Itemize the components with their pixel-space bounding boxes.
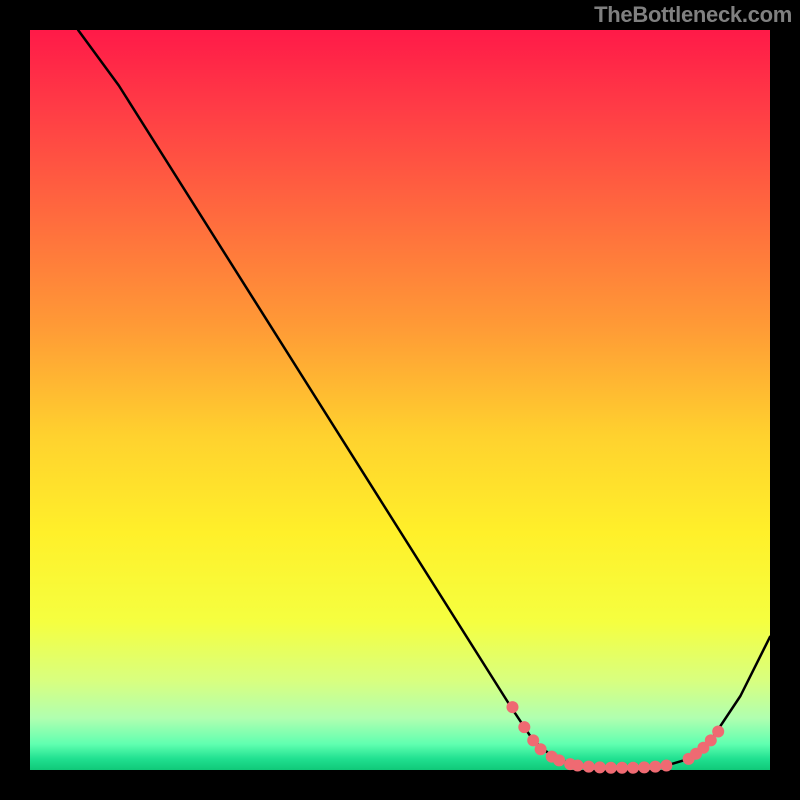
watermark-text: TheBottleneck.com — [594, 2, 792, 28]
data-marker — [712, 726, 724, 738]
data-marker — [553, 754, 565, 766]
data-marker — [649, 761, 661, 773]
data-marker — [616, 762, 628, 774]
data-marker — [583, 761, 595, 773]
data-marker — [627, 762, 639, 774]
data-marker — [572, 760, 584, 772]
plot-background — [30, 30, 770, 770]
data-marker — [594, 761, 606, 773]
data-marker — [506, 701, 518, 713]
data-marker — [660, 760, 672, 772]
data-marker — [605, 762, 617, 774]
bottleneck-chart — [0, 0, 800, 800]
chart-container: TheBottleneck.com — [0, 0, 800, 800]
data-marker — [535, 743, 547, 755]
data-marker — [518, 721, 530, 733]
data-marker — [638, 761, 650, 773]
